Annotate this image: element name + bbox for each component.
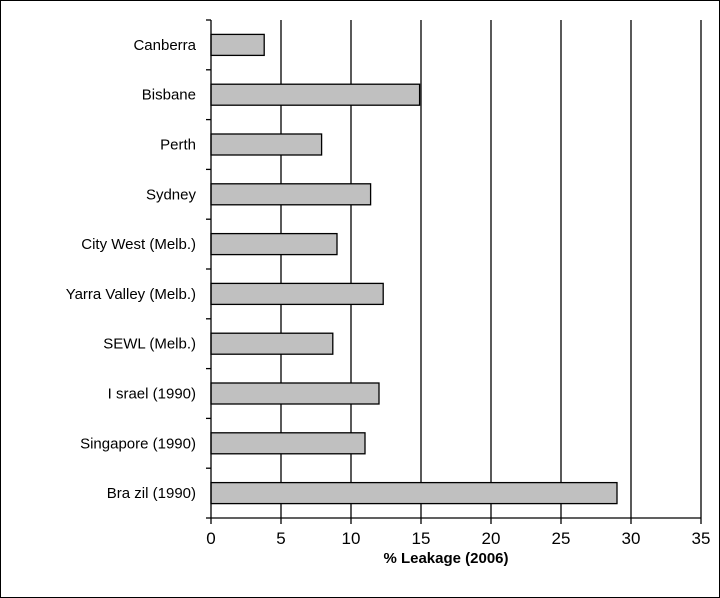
- axes: [206, 19, 702, 524]
- x-tick-label: 0: [206, 529, 215, 548]
- tick-labels: 0 5 10 15 20 25 30 35: [206, 529, 710, 548]
- bar: [210, 432, 366, 455]
- x-tick-label: 35: [692, 529, 711, 548]
- category-label: I srael (1990): [108, 386, 196, 403]
- x-tick-label: 20: [482, 529, 501, 548]
- category-label: Perth: [160, 137, 196, 154]
- x-tick-label: 5: [276, 529, 285, 548]
- bar: [210, 232, 338, 256]
- category-label: Sydney: [146, 186, 197, 203]
- category-label: Singapore (1990): [80, 435, 196, 452]
- category-label: City West (Melb.): [81, 236, 196, 253]
- bar: [210, 33, 265, 57]
- bars: [210, 33, 618, 505]
- category-label: Canberra: [133, 37, 196, 54]
- x-tick-label: 15: [412, 529, 431, 548]
- category-label: Bra zil (1990): [107, 485, 196, 502]
- x-axis-title: % Leakage (2006): [383, 550, 508, 567]
- category-label: Yarra Valley (Melb.): [66, 286, 196, 303]
- bar: [210, 183, 372, 206]
- x-tick-label: 30: [622, 529, 641, 548]
- category-labels: Canberra Bisbane Perth Sydney City West (Mel…: [66, 37, 197, 502]
- category-label: Bisbane: [142, 87, 196, 104]
- bar: [210, 382, 380, 405]
- bar: [210, 133, 323, 156]
- bar: [210, 332, 334, 355]
- bar: [210, 481, 618, 505]
- bar: [210, 282, 384, 306]
- x-tick-label: 10: [342, 529, 361, 548]
- x-tick-label: 25: [552, 529, 571, 548]
- bar: [210, 83, 421, 106]
- category-label: SEWL (Melb.): [103, 336, 196, 353]
